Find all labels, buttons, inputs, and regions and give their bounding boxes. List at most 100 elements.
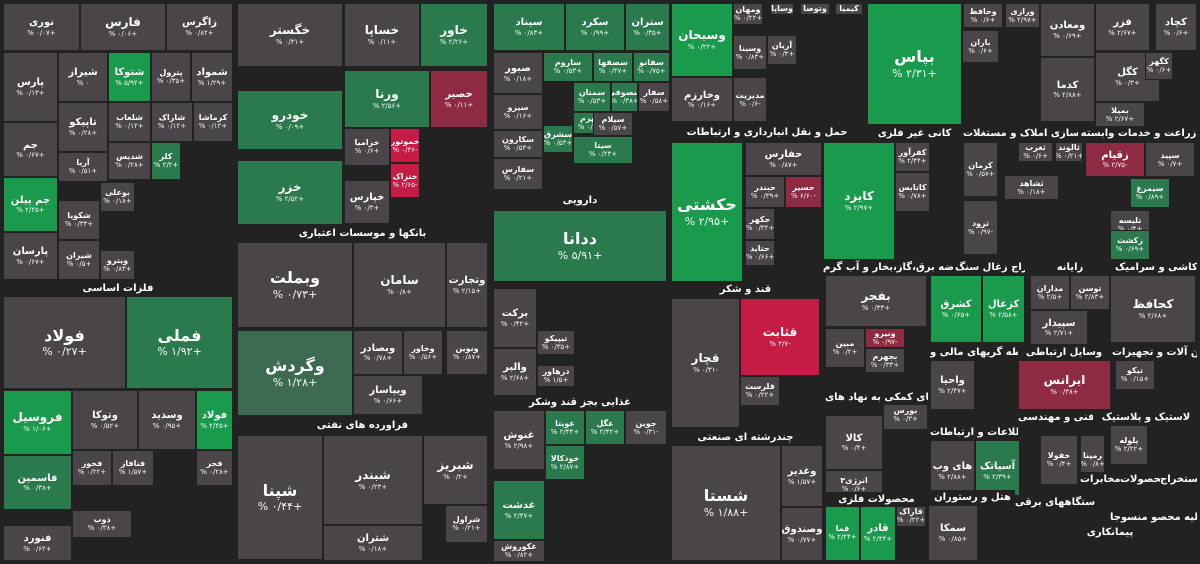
tile-tapiko[interactable]: تاپیکو% ۰/۲۸+ — [58, 102, 108, 152]
tile-pars[interactable]: پارس% ۰/۱۳+ — [3, 52, 58, 122]
tile-hekeshti[interactable]: حکهر% ۰/۳۲+ — [745, 208, 775, 240]
tile-vasandogh[interactable]: وصندوق% ۰/۷۷+ — [781, 507, 823, 561]
tile-fanafaz[interactable]: فنافاز% ۱/۵۷+ — [112, 450, 154, 486]
tile-khazamia[interactable]: خزامیا% ۰/۶+ — [344, 128, 390, 166]
tile-qechar[interactable]: قچار% ۰/۳۱- — [671, 298, 740, 428]
tile-valber[interactable]: والبر% ۲/۶۸+ — [493, 348, 537, 396]
tile-ghegol[interactable]: غگل% ۲/۴۲+ — [585, 410, 625, 445]
tile-vemahan[interactable]: ومهان% ۰/۲۲+ — [733, 3, 763, 25]
tile-fars[interactable]: فارس% ۰/۰۶+ — [80, 3, 166, 51]
tile-jampilan[interactable]: جم پیلن% ۲/۴۵+ — [3, 177, 58, 232]
tile-fakhaz[interactable]: فخوز% ۰/۲۲+ — [72, 450, 112, 486]
tile-seilam[interactable]: سیلام% ۰/۵۷+ — [593, 112, 633, 136]
tile-shatel[interactable]: ثشاهد% ۰/۱۸+ — [1004, 175, 1059, 200]
tile-arya[interactable]: آریا% ۰/۵۱+ — [58, 152, 108, 182]
tile-baran[interactable]: باران% ۰/۶+ — [962, 30, 999, 63]
tile-sekord[interactable]: سکرد% ۰/۹۹+ — [565, 3, 625, 51]
tile-vesobhan[interactable]: وسبحان% ۰/۲۲+ — [671, 3, 733, 77]
tile-kafra[interactable]: کفرآور% ۲/۴۴+ — [895, 142, 930, 172]
tile-simorgh[interactable]: سیمرغ% ۰/۸۹+ — [1130, 178, 1170, 208]
tile-sabour[interactable]: صبور% ۰/۱۸+ — [493, 52, 543, 94]
tile-sekaroon[interactable]: سکارون% ۰/۵۳+ — [493, 130, 543, 158]
tile-vakhar[interactable]: واحیا% ۲/۴۷+ — [930, 360, 975, 410]
tile-bemila[interactable]: بمیلا% ۲/۶۷+ — [1095, 102, 1145, 127]
tile-talond[interactable]: ثالوند% ۰/۲۱+ — [1055, 142, 1083, 162]
tile-kheflolad[interactable]: خفولا% ۰/۴+ — [1040, 435, 1078, 485]
tile-sesharq[interactable]: سشرق% ۰/۵۴+ — [543, 125, 573, 153]
tile-foolad[interactable]: فولاد% ۰/۲۷+ — [3, 296, 126, 389]
tile-sefars[interactable]: سفارس% ۰/۲۱+ — [493, 158, 543, 190]
tile-tipiko[interactable]: تیپیکو% ۰/۳۵+ — [537, 330, 575, 355]
tile-varazi[interactable]: ورازی% ۲/۹۷+ — [1005, 3, 1040, 28]
tile-jam[interactable]: جم% ۰/۶۷+ — [3, 122, 58, 177]
tile-tikoo[interactable]: تیکو% ۰/۱۵+ — [1115, 360, 1155, 390]
tile-vaghadir[interactable]: وغدیر% ۱/۵۷+ — [781, 445, 823, 507]
tile-qelarst[interactable]: قلرست% ۰/۲۲+ — [740, 376, 780, 406]
tile-khavar[interactable]: خاور% ۲/۲۶+ — [420, 3, 488, 67]
tile-sarom[interactable]: ساروم% ۰/۵۳+ — [543, 52, 593, 82]
tile-shasab[interactable]: شاراک% ۰/۱۲+ — [151, 102, 193, 142]
tile-vebsader[interactable]: وبصادر% ۰/۷۸+ — [353, 330, 403, 375]
tile-kesharq[interactable]: کشرق% ۰/۶۵+ — [930, 275, 982, 343]
tile-noori[interactable]: نوری% ۰/۰۷+ — [3, 3, 80, 51]
tile-kermani[interactable]: کرمان% ۰/۵۷+ — [963, 142, 998, 197]
tile-vepasar[interactable]: ویپاسار% ۰/۶۶+ — [353, 375, 423, 415]
tile-parsan[interactable]: پارسان% ۰/۶۷+ — [3, 232, 58, 280]
tile-vatopa[interactable]: وتوصا — [800, 3, 830, 15]
tile-fara[interactable]: فاراک% ۰/۲۲+ — [896, 505, 926, 527]
tile-pelolleh[interactable]: پلوله% ۲/۲۲+ — [1110, 425, 1148, 465]
tile-kechad[interactable]: کچاد% ۰/۶+ — [1155, 3, 1197, 51]
tile-ghedasht[interactable]: غدشت% ۲/۴۷+ — [493, 480, 545, 540]
tile-bafjr[interactable]: بفجر% ۰/۳۳+ — [825, 275, 927, 327]
tile-irans[interactable]: ایرانس% ۰/۳۸+ — [1018, 360, 1111, 410]
tile-sepid[interactable]: سپید% ۰/۷+ — [1145, 142, 1195, 177]
tile-zekesht[interactable]: زکشت% ۰/۶۹+ — [1110, 230, 1150, 260]
tile-shepna[interactable]: شپنا% ۰/۴۴+ — [237, 435, 323, 560]
tile-fersil[interactable]: فروسیل% ۱/۰۶+ — [3, 390, 72, 455]
tile-vebmelat[interactable]: وبملت% ۰/۷۳+ — [237, 242, 353, 328]
tile-fameli[interactable]: فملی% ۱/۹۲+ — [126, 296, 233, 389]
tile-shebahab[interactable]: شلعاب% ۰/۱۲+ — [108, 102, 151, 142]
tile-vekhavar[interactable]: وخاور% ۰/۵۶+ — [403, 330, 443, 375]
tile-sizo[interactable]: سیزو% ۰/۱۶+ — [493, 94, 543, 130]
tile-vesahab[interactable]: وساپا — [770, 3, 794, 15]
tile-kala[interactable]: کالا% ۰/۴+ — [825, 415, 883, 470]
tile-fama[interactable]: فما% ۲/۲۴+ — [825, 505, 860, 561]
tile-khodro[interactable]: خودرو% ۰/۰۹+ — [237, 90, 343, 150]
tile-hefarsi[interactable]: حفارس% ۰/۸۷+ — [745, 142, 822, 176]
tile-khasir[interactable]: خصیر% ۰/۱۱+ — [430, 70, 488, 128]
tile-kolor[interactable]: کلر% ۲/۲+ — [151, 142, 181, 180]
tile-daru[interactable]: درهاور% ۱/۵+ — [537, 365, 575, 387]
tile-kayzd[interactable]: کایزد% ۲/۹۷+ — [823, 142, 895, 260]
tile-heshkati[interactable]: حکشتی% ۲/۹۵+ — [671, 142, 743, 282]
tile-shatoka[interactable]: شتوکا% ۵/۹۲+ — [108, 52, 151, 102]
tile-shebriz[interactable]: شبریز% ۰/۲+ — [423, 435, 488, 505]
tile-sesofi[interactable]: سصوفی% ۰/۳۸+ — [611, 82, 638, 112]
tile-arian[interactable]: آریان% ۰/۳+ — [767, 35, 797, 65]
tile-zagros[interactable]: زاگرس% ۰/۸۲+ — [166, 3, 233, 51]
tile-mandarin[interactable]: مداران% ۲/۵+ — [1030, 275, 1070, 310]
tile-bejar[interactable]: بجهرم% ۰/۳۳+ — [865, 348, 905, 373]
tile-rasani[interactable]: ثرود% ۰/۹۷- — [963, 200, 998, 255]
tile-sefano[interactable]: سفانو% ۰/۷۵+ — [633, 52, 670, 82]
tile-petrol[interactable]: پترول% ۰/۳۵+ — [151, 52, 191, 102]
tile-modiriat[interactable]: مدیریت% ۰/۶- — [733, 77, 767, 122]
tile-vakhosar[interactable]: ونیرو% ۰/۹۷- — [865, 328, 905, 348]
tile-vetoka[interactable]: وتوکا% ۰/۵۲+ — [72, 390, 138, 450]
tile-katabas[interactable]: کاتابس% ۰/۷۸+ — [895, 172, 930, 212]
tile-vekharazm2[interactable]: وخارزم% ۰/۱۶+ — [671, 77, 733, 122]
tile-khtrak[interactable]: ختراک% ۲/۶۵- — [390, 163, 420, 198]
tile-khasapa[interactable]: خساپا% ۰/۱۱+ — [344, 3, 420, 67]
tile-sesfaha[interactable]: سصفها% ۰/۴۷+ — [593, 52, 633, 82]
tile-ghorita[interactable]: غویتا% ۲/۴۴+ — [545, 410, 585, 445]
tile-kamhafz[interactable]: کحافظ% ۲/۶۸+ — [1110, 275, 1196, 343]
tile-ghekoorosh[interactable]: غکوروش% ۰/۸۲+ — [493, 540, 545, 562]
tile-vahafaz[interactable]: وحافظ% ۰/۶+ — [963, 3, 1003, 28]
tile-shebandar[interactable]: شبندر% ۰/۲۳+ — [323, 435, 423, 525]
tile-fasmin[interactable]: فاسمین% ۰/۳۸+ — [3, 455, 72, 510]
tile-khegostar[interactable]: خگستر% ۰/۳۱+ — [237, 3, 343, 67]
tile-pitro[interactable]: ویترو% ۰/۸۳+ — [100, 250, 135, 280]
tile-venovin[interactable]: ونوین% ۰/۸۷+ — [446, 330, 488, 375]
tile-vemadan[interactable]: ومعادن% ۰/۶۹+ — [1040, 3, 1095, 57]
tile-semtan[interactable]: سمتان% ۰/۵۳+ — [573, 82, 611, 112]
